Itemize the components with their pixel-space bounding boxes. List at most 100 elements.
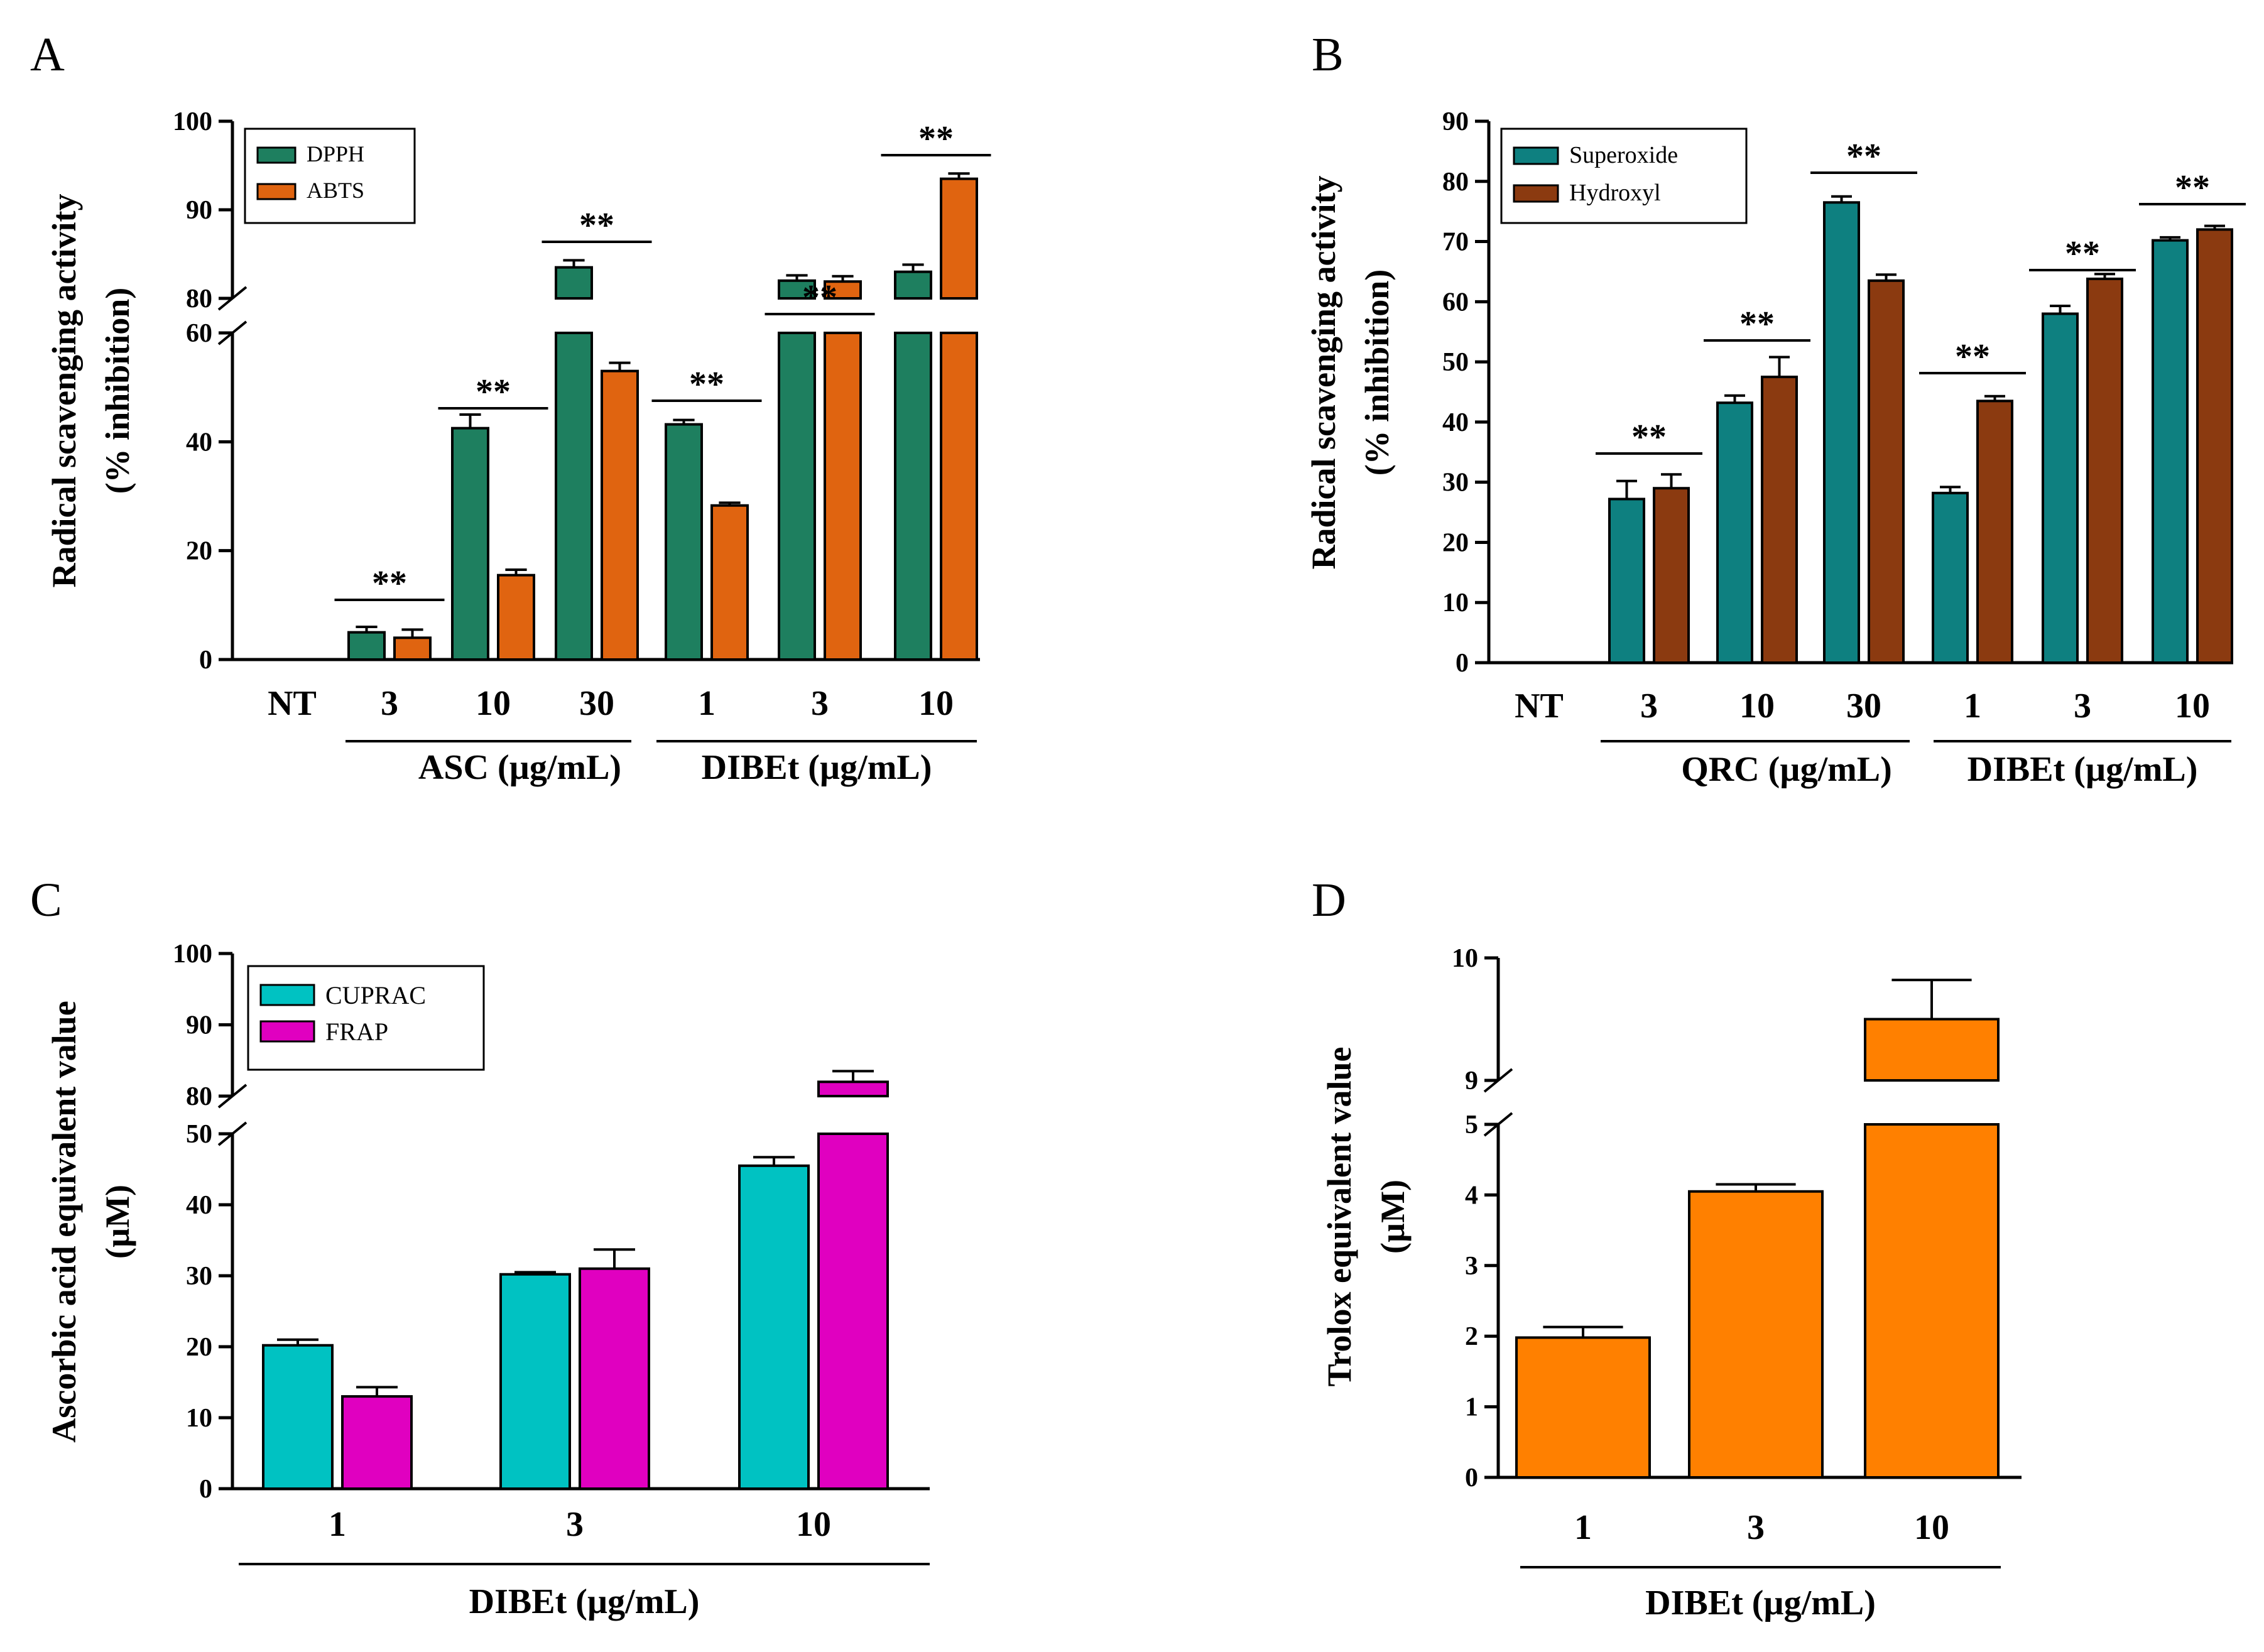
- bar-trolox-upper: [1864, 1018, 2000, 1082]
- bar-hydroxyl: [1868, 279, 1905, 664]
- x-tick-label: 10: [918, 684, 954, 723]
- y-tick-label: 5: [1465, 1111, 1478, 1139]
- bar-dpph-lower: [555, 332, 593, 661]
- y-tick-label: 1: [1465, 1393, 1478, 1422]
- panel-letter: B: [1312, 28, 1344, 81]
- x-tick-label: 10: [1739, 687, 1775, 725]
- significance-marker: **: [476, 372, 511, 411]
- x-tick-label: 3: [566, 1505, 584, 1544]
- bar-superoxide: [2152, 239, 2189, 664]
- y-axis-label-unit: (µM): [1374, 1180, 1412, 1254]
- legend-swatch: [256, 183, 297, 200]
- bar-cuprac: [499, 1273, 571, 1490]
- group-label: DIBEt (µg/mL): [1645, 1584, 1876, 1622]
- significance-marker: **: [918, 119, 954, 158]
- x-tick-label: 1: [698, 684, 716, 723]
- x-tick-label: 3: [1747, 1508, 1765, 1547]
- y-tick-label: 40: [186, 1191, 212, 1220]
- bar-dpph: [665, 423, 703, 661]
- bar-superoxide: [1716, 401, 1753, 664]
- y-axis-label-unit: (µM): [99, 1185, 136, 1259]
- y-tick-label: 10: [1452, 944, 1478, 973]
- significance-marker: **: [1739, 305, 1775, 344]
- y-axis-label: Trolox equivalent value: [1320, 1046, 1358, 1386]
- y-tick-label: 10: [1442, 589, 1469, 617]
- legend-box: [247, 965, 485, 1071]
- legend-label: CUPRAC: [325, 981, 426, 1009]
- y-tick-label: 100: [173, 940, 212, 969]
- y-tick-label: 0: [199, 646, 212, 675]
- bar-abts-upper: [940, 177, 978, 300]
- y-tick-label: 50: [1442, 348, 1469, 377]
- significance-marker: **: [2175, 168, 2210, 207]
- y-tick-label: 90: [186, 196, 212, 225]
- bar-trolox-lower: [1864, 1123, 2000, 1479]
- y-tick-label: 9: [1465, 1067, 1478, 1095]
- bar-hydroxyl: [2086, 277, 2123, 664]
- y-axis-label: Ascorbic acid equivalent value: [45, 1001, 83, 1442]
- x-tick-label: 10: [2175, 687, 2210, 725]
- y-tick-label: 80: [1442, 168, 1469, 197]
- y-tick-label: 70: [1442, 228, 1469, 257]
- bar-abts: [393, 636, 432, 661]
- y-tick-label: 3: [1465, 1252, 1478, 1281]
- bar-dpph-lower: [894, 332, 932, 661]
- bar-dpph: [347, 631, 386, 661]
- bar-superoxide: [1932, 491, 1969, 664]
- y-tick-label: 20: [186, 1333, 212, 1362]
- y-axis-label-unit: (% inhibition): [99, 288, 136, 494]
- y-tick-label: 2: [1465, 1322, 1478, 1351]
- y-tick-label: 0: [1465, 1464, 1478, 1492]
- bar-frap: [341, 1395, 413, 1491]
- legend-swatch: [259, 1020, 315, 1043]
- x-tick-label: 3: [811, 684, 829, 723]
- x-tick-label: 10: [476, 684, 511, 723]
- legend-swatch: [1513, 184, 1559, 203]
- x-tick-label: 30: [579, 684, 614, 723]
- group-label: DIBEt (µg/mL): [1967, 750, 2198, 789]
- panel-d: D 0 1 2 3 4 5 9 10 Trolox equivalent value (µM) 1 3 1…: [1312, 874, 2022, 1622]
- bar-hydroxyl: [1976, 399, 2013, 664]
- y-axis-label: Radical scavenging activity: [45, 194, 83, 588]
- bar-abts-lower: [940, 332, 978, 661]
- bar-dpph-lower: [778, 332, 816, 661]
- y-tick-label: 30: [1442, 469, 1469, 497]
- panel-letter: C: [30, 874, 62, 927]
- bar-dpph-upper: [555, 266, 593, 300]
- significance-marker: **: [1631, 418, 1667, 457]
- bar-dpph-upper: [778, 279, 816, 300]
- y-tick-label: 80: [186, 285, 212, 313]
- y-tick-label: 20: [186, 537, 212, 566]
- significance-marker: **: [372, 564, 407, 603]
- bar-trolox: [1688, 1190, 1824, 1479]
- y-axis-label: Radical scavenging activity: [1305, 176, 1342, 570]
- bar-frap-lower: [817, 1133, 889, 1490]
- bar-cuprac: [262, 1344, 334, 1490]
- group-label: DIBEt (µg/mL): [702, 748, 932, 787]
- x-tick-label: 30: [1846, 687, 1881, 725]
- significance-marker: **: [579, 206, 614, 245]
- bar-hydroxyl: [2196, 228, 2233, 664]
- panel-a: A 0 20 40 60 80 90 100 Radical scavenging activi…: [30, 28, 991, 787]
- significance-marker: **: [1846, 137, 1881, 176]
- x-tick-label: 10: [1914, 1508, 1949, 1547]
- legend-label: DPPH: [307, 141, 364, 166]
- bar-hydroxyl: [1653, 487, 1690, 664]
- bar-superoxide: [1823, 201, 1860, 664]
- bar-dpph-upper: [894, 270, 932, 300]
- x-tick-label: 1: [1574, 1508, 1592, 1547]
- bar-hydroxyl: [1761, 376, 1798, 664]
- x-tick-label: 10: [796, 1505, 831, 1544]
- y-axis-label-unit: (% inhibition): [1358, 269, 1396, 476]
- y-tick-label: 30: [186, 1262, 212, 1291]
- y-tick-label: 40: [1442, 408, 1469, 437]
- bar-superoxide: [1608, 497, 1645, 664]
- y-tick-label: 0: [199, 1475, 212, 1504]
- y-tick-label: 10: [186, 1404, 212, 1433]
- group-label: DIBEt (µg/mL): [469, 1582, 700, 1621]
- legend-box: [1500, 128, 1748, 224]
- legend-label: Hydroxyl: [1569, 180, 1661, 206]
- bar-cuprac: [738, 1164, 810, 1490]
- y-tick-label: 50: [186, 1120, 212, 1149]
